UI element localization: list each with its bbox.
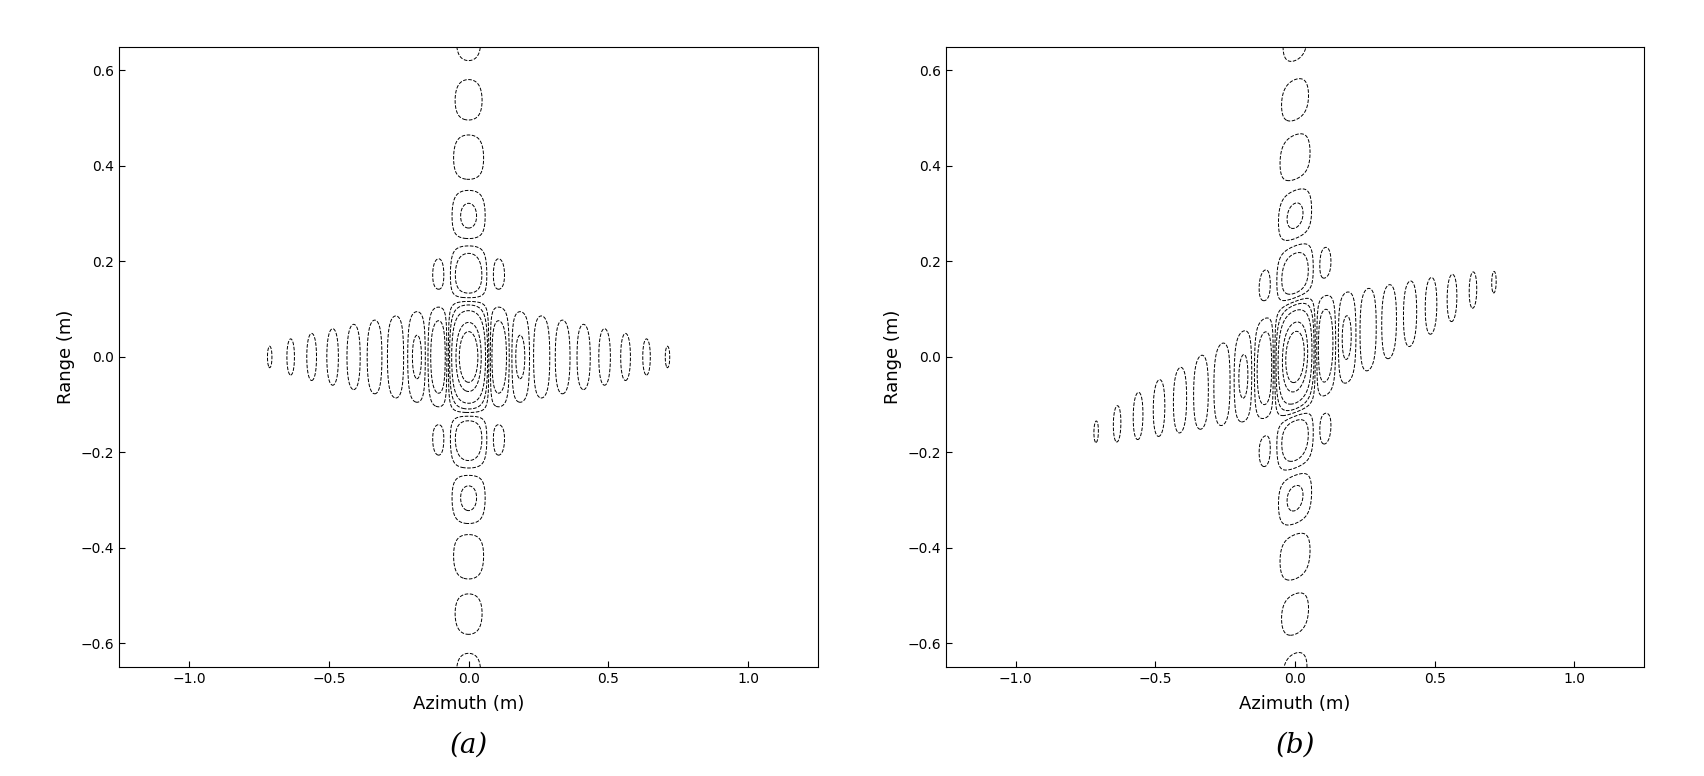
X-axis label: Azimuth (m): Azimuth (m) xyxy=(412,695,525,712)
Text: (a): (a) xyxy=(450,732,487,758)
Y-axis label: Range (m): Range (m) xyxy=(58,310,75,404)
Y-axis label: Range (m): Range (m) xyxy=(884,310,901,404)
X-axis label: Azimuth (m): Azimuth (m) xyxy=(1239,695,1351,712)
Text: (b): (b) xyxy=(1275,732,1315,758)
